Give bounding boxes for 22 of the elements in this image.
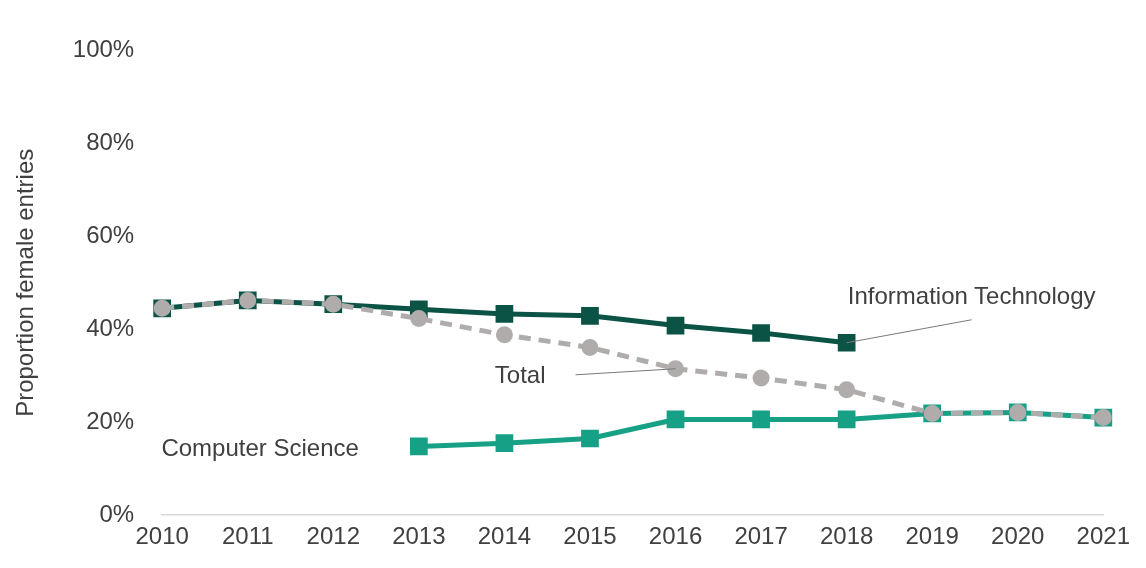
series-label: Information Technology: [847, 282, 1096, 310]
y-tick-label: 20%: [86, 406, 135, 434]
text: Computer Science: [161, 434, 359, 462]
y-tick-label: 0%: [99, 499, 135, 527]
x-tick-label: 2014: [477, 522, 532, 550]
x-tick-label: 2010: [135, 522, 189, 550]
y-tick-label: 40%: [86, 313, 135, 341]
x-tick-label: 2018: [819, 522, 874, 550]
x-tick-label: 2021: [1076, 522, 1130, 550]
x-tick-label: 2019: [905, 522, 959, 550]
x-tick-label: 2016: [648, 522, 703, 550]
x-tick-label: 2017: [734, 522, 788, 550]
y-tick-label: 80%: [86, 127, 135, 155]
series-label: Total: [494, 361, 546, 389]
x-tick-label: 2013: [392, 522, 446, 550]
y-axis-title: Proportion female entries: [11, 148, 39, 417]
y-tick-label: 60%: [86, 220, 135, 248]
x-tick-label: 2011: [221, 522, 274, 550]
y-tick-label: 100%: [72, 35, 135, 63]
x-tick-label: 2015: [563, 522, 617, 550]
x-tick-label: 2020: [991, 522, 1045, 550]
x-tick-label: 2012: [306, 522, 360, 550]
